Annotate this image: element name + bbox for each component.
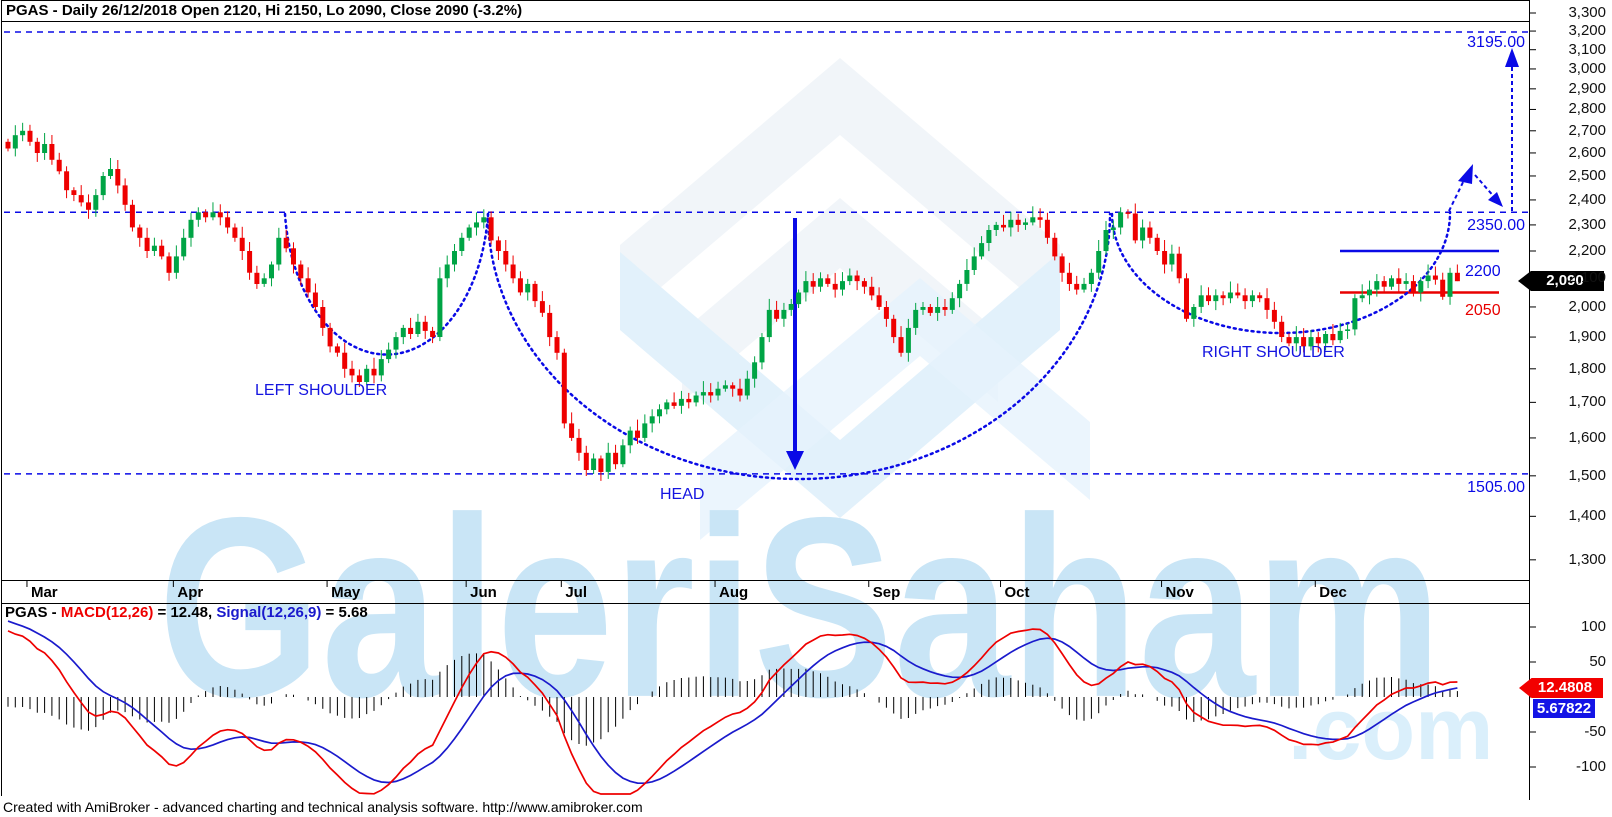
price-axis-label: 2,900 (1568, 79, 1606, 97)
left-shoulder-label: LEFT SHOULDER (255, 382, 388, 399)
month-label-jul: Jul (565, 584, 587, 601)
price-axis-label: 2,000 (1568, 297, 1606, 315)
amibroker-credit: Created with AmiBroker - advanced charti… (3, 799, 643, 815)
macd-axis-label: -100 (1575, 758, 1606, 775)
macd-axis-label: 50 (1589, 653, 1606, 670)
price-axis-label: 2,300 (1568, 215, 1606, 233)
neckline-level-label: 2350.00 (1467, 217, 1525, 234)
target-level-label: 3195.00 (1467, 34, 1525, 51)
signal-label: Signal(12,26,9) (216, 604, 322, 621)
signal-value-badge: 5.67822 (1533, 699, 1595, 718)
month-label-sep: Sep (872, 584, 901, 601)
head-level-label: 1505.00 (1467, 479, 1525, 496)
price-axis-label: 3,200 (1568, 22, 1606, 40)
price-axis-label: 2,400 (1568, 190, 1606, 208)
price-axis-label: 3,100 (1568, 40, 1606, 58)
price-axis-label: 1,300 (1568, 550, 1606, 568)
price-axis-label: 3,000 (1568, 59, 1606, 77)
price-axis-label: 2,100 (1568, 269, 1606, 287)
support-level-label: 2050 (1465, 302, 1501, 319)
month-label-apr: Apr (177, 584, 204, 601)
month-label-mar: Mar (30, 584, 58, 601)
macd-axis-label: 100 (1580, 618, 1606, 635)
macd-value-badge: 12.4808 (1519, 678, 1603, 698)
price-axis-label: 1,600 (1568, 428, 1606, 446)
price-axis-label: 1,700 (1568, 393, 1606, 411)
last-price-badge: 2,090 (1518, 271, 1604, 291)
price-axis-label: 3,300 (1568, 4, 1606, 21)
macd-value-text: = 12.48, (153, 604, 217, 621)
resistance-level-label: 2200 (1465, 263, 1501, 280)
watermark-text: GaleriSaham (158, 464, 1442, 751)
macd-label: MACD(12,26) (60, 604, 154, 621)
price-axis-label: 2,800 (1568, 100, 1606, 118)
macd-axis-label: -50 (1584, 723, 1606, 740)
month-label-jun: Jun (470, 584, 497, 601)
month-label-aug: Aug (719, 584, 749, 601)
month-label-may: May (331, 584, 361, 601)
right-shoulder-label: RIGHT SHOULDER (1202, 344, 1345, 361)
price-axis-label: 1,500 (1568, 466, 1606, 484)
price-axis-label: 1,400 (1568, 507, 1606, 525)
price-axis-label: 1,800 (1568, 359, 1606, 377)
macd-pane-title: PGAS - MACD(12,26) = 12.48, Signal(12,26… (5, 604, 368, 621)
month-label-dec: Dec (1319, 584, 1347, 601)
price-axis-label: 2,700 (1568, 121, 1606, 139)
macd-title-symbol: PGAS - (5, 604, 61, 621)
head-label: HEAD (660, 486, 705, 503)
price-axis-label: 1,900 (1568, 328, 1606, 346)
chart-title: PGAS - Daily 26/12/2018 Open 2120, Hi 21… (6, 2, 523, 19)
price-axis-label: 2,500 (1568, 166, 1606, 184)
month-label-oct: Oct (1004, 584, 1030, 601)
signal-value-text: = 5.68 (321, 604, 368, 621)
month-label-nov: Nov (1165, 584, 1194, 601)
price-axis-label: 2,200 (1568, 242, 1606, 259)
price-axis-label: 2,600 (1568, 143, 1606, 161)
